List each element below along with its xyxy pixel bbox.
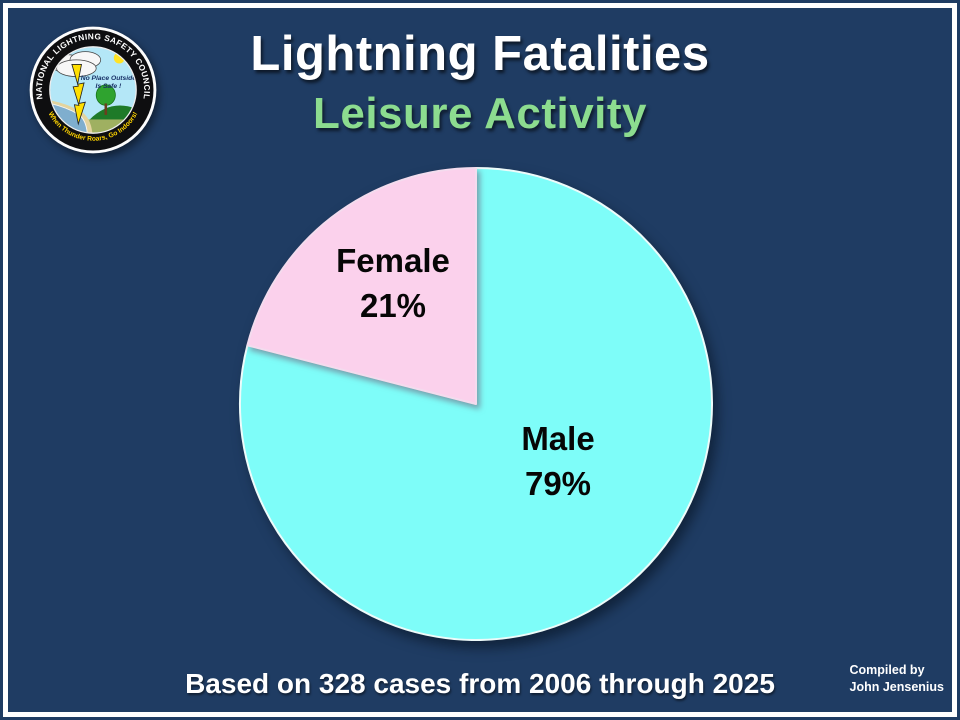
logo-tree-trunk — [104, 103, 108, 115]
pie-label-female-name: Female — [336, 242, 450, 279]
pie-chart — [239, 167, 713, 641]
pie-label-female-value: 21% — [359, 287, 427, 324]
pie-label-female: Female 21% — [288, 238, 498, 328]
pie-label-male-name: Male — [521, 420, 595, 457]
pie-slices — [239, 167, 713, 641]
pie-label-male-value: 79% — [524, 465, 592, 502]
credit-line1: Compiled by — [849, 663, 925, 677]
lightning-bolt-icon — [71, 63, 86, 126]
logo-slogan-line2: Is Safe ! — [95, 83, 122, 90]
pie-slice-female — [246, 167, 477, 405]
logo-inner-rim — [49, 46, 137, 134]
page-subtitle: Leisure Activity — [312, 89, 648, 138]
pie-label-male: Male 79% — [453, 416, 663, 506]
nlsc-logo: No Place Outside Is Safe ! NATIONAL LIGH… — [29, 26, 157, 154]
page-title: Lightning Fatalities — [250, 27, 710, 81]
credit-line2: John Jensenius — [849, 680, 944, 694]
credit: Compiled by John Jensenius — [850, 662, 944, 696]
source-note: Based on 328 cases from 2006 through 202… — [185, 668, 775, 699]
logo-slogan-line1: No Place Outside — [81, 75, 137, 82]
